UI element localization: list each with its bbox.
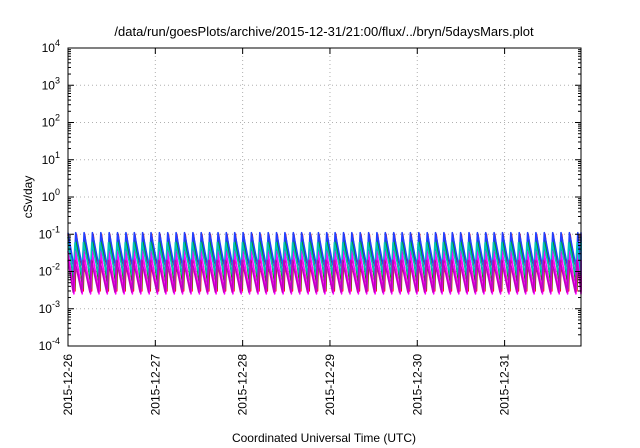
- y-tick-label: 100: [42, 187, 60, 204]
- y-tick-label: 102: [42, 113, 60, 130]
- series-group: [67, 231, 582, 295]
- x-tick-label: 2015-12-30: [410, 354, 424, 416]
- chart-title: /data/run/goesPlots/archive/2015-12-31/2…: [114, 24, 534, 39]
- x-tick-label: 2015-12-27: [148, 354, 162, 416]
- x-axis: 2015-12-26 2015-12-27 2015-12-28 2015-12-29…: [61, 48, 512, 415]
- x-tick-label: 2015-12-29: [323, 354, 337, 416]
- x-tick-label: 2015-12-28: [236, 354, 250, 416]
- series-line: [67, 241, 582, 276]
- x-tick-label: 2015-12-31: [498, 354, 512, 416]
- series-line: [67, 231, 582, 270]
- y-axis-label: cSv/day: [21, 176, 35, 219]
- y-tick-label: 103: [42, 75, 60, 92]
- y-tick-label: 101: [42, 150, 60, 167]
- y-tick-label: 10-3: [39, 299, 60, 316]
- x-axis-label: Coordinated Universal Time (UTC): [232, 431, 416, 445]
- y-tick-label: 10-4: [39, 336, 60, 353]
- x-tick-label: 2015-12-26: [61, 354, 75, 416]
- grid: [68, 48, 581, 346]
- y-tick-label: 10-1: [39, 224, 60, 241]
- series-line: [67, 259, 582, 293]
- y-tick-label: 104: [42, 38, 60, 55]
- y-axis: 10-4 10-3 10-2 10-1 100 101 102 103 104: [39, 38, 581, 353]
- y-tick-label: 10-2: [39, 262, 60, 279]
